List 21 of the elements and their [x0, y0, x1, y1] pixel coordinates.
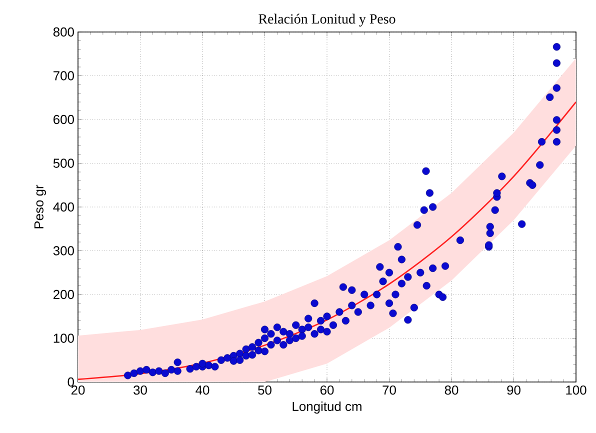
y-tick-label: 500 [53, 158, 74, 168]
y-tick-label: 600 [54, 114, 74, 124]
x-tick-label: 50 [258, 386, 272, 395]
x-tick-label: 20 [71, 386, 85, 395]
y-tick-label: 300 [53, 246, 74, 256]
x-tick-label: 80 [444, 386, 458, 395]
x-tick-label: 60 [320, 386, 334, 395]
chart-title: Relación Lonitud y Peso [258, 14, 396, 27]
x-tick-label: 40 [196, 386, 210, 395]
y-tick-label: 100 [54, 334, 74, 343]
y-tick-label: 400 [53, 202, 74, 212]
x-tick-label: 90 [507, 386, 520, 395]
y-tick-label: 0 [68, 377, 74, 387]
y-tick-label: 700 [54, 71, 74, 80]
x-axis-title: Longitud cm [292, 402, 362, 414]
x-tick-label: 30 [134, 386, 147, 395]
y-axis-title: Peso gr [34, 184, 46, 228]
x-tick-label: 70 [382, 386, 396, 395]
y-tick-label: 800 [53, 27, 74, 37]
y-tick-label: 200 [54, 290, 74, 300]
x-tick-label: 100 [566, 386, 586, 395]
